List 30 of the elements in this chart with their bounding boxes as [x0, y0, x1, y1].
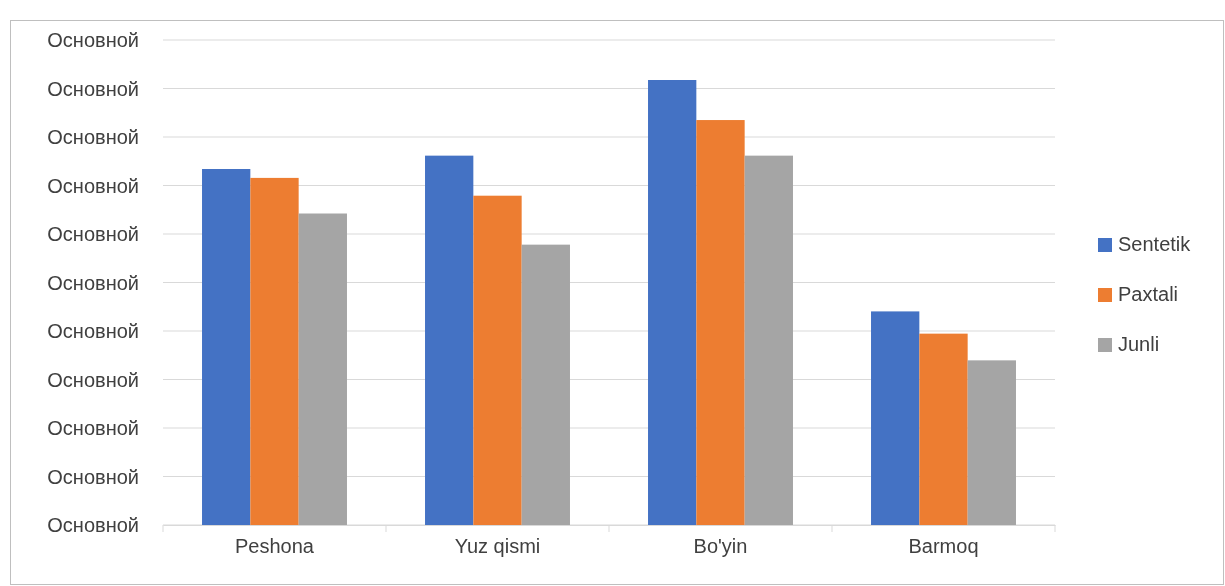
x-tick-label: Peshona	[235, 535, 315, 558]
bar	[473, 195, 522, 525]
text: Основной	[47, 271, 139, 294]
text: Основной	[47, 417, 139, 439]
bar	[696, 120, 745, 525]
bar	[298, 213, 347, 525]
bar	[967, 360, 1016, 525]
bar	[744, 155, 793, 525]
text: Основной	[47, 223, 139, 245]
text: Основной	[47, 77, 139, 100]
legend-label: Sentetik	[1118, 233, 1192, 255]
text: Основной	[47, 29, 139, 51]
text: Основной	[47, 126, 139, 148]
text: Основной	[47, 368, 139, 391]
text: Основной	[47, 514, 139, 536]
legend-label: Junli	[1118, 333, 1160, 355]
bar	[919, 333, 968, 525]
legend-label: Paxtali	[1118, 283, 1179, 305]
text: Основной	[47, 320, 139, 342]
bar	[648, 80, 697, 525]
bar	[871, 311, 920, 525]
bar	[521, 244, 570, 525]
bar	[425, 155, 474, 525]
x-tick-label: Yuz qismi	[454, 535, 541, 558]
bar	[202, 169, 251, 525]
x-tick-label: Barmoq	[908, 535, 979, 558]
text: Основной	[47, 465, 139, 488]
x-tick-label: Bo'yin	[693, 535, 748, 558]
text: Основной	[47, 174, 139, 197]
bar	[250, 177, 299, 525]
